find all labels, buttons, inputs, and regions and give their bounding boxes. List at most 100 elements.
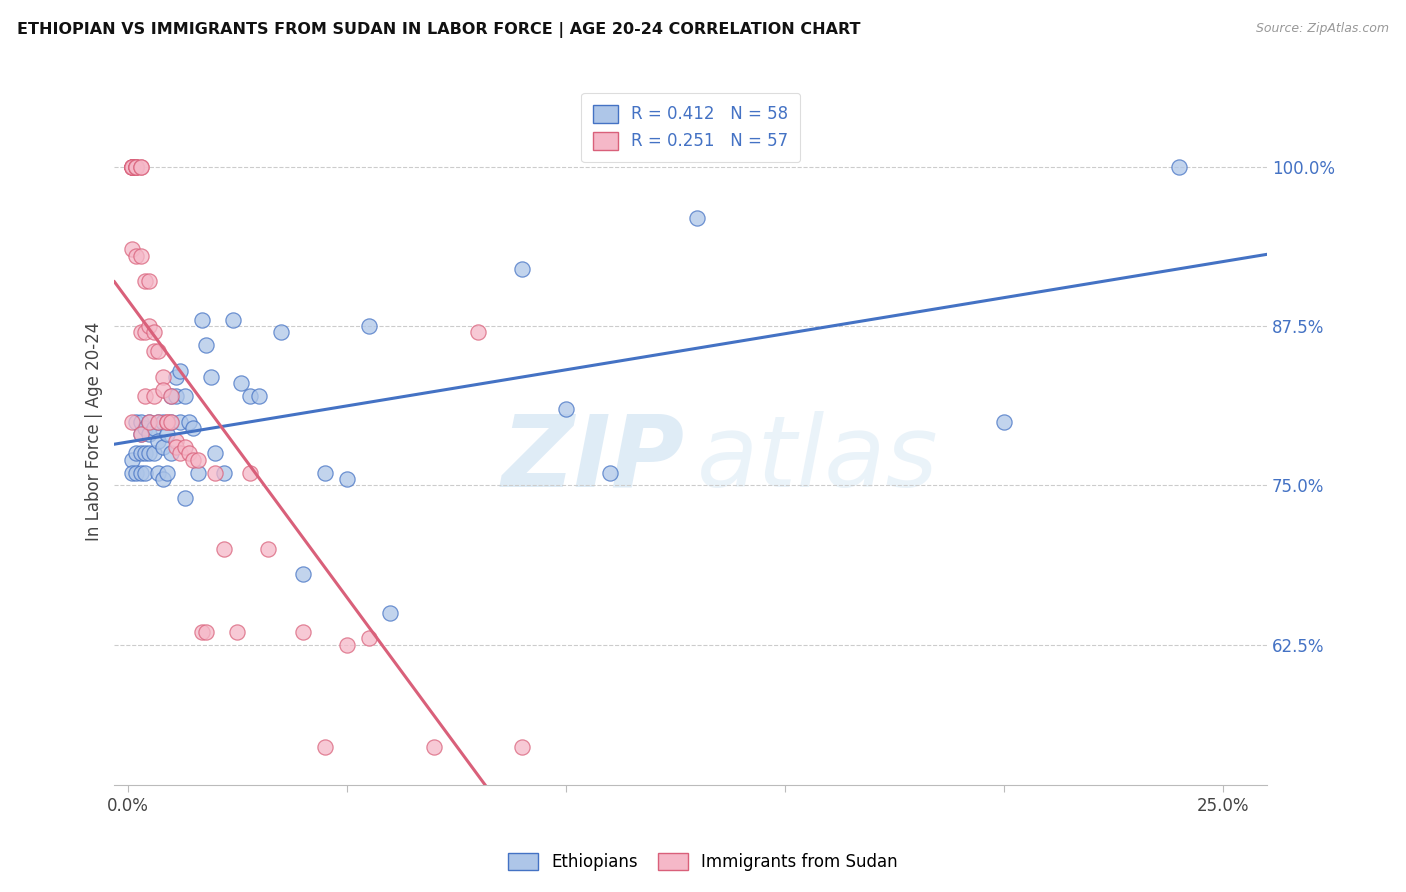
Y-axis label: In Labor Force | Age 20-24: In Labor Force | Age 20-24 [86, 321, 103, 541]
Point [134, 274, 156, 288]
Point [177, 446, 200, 460]
Point [160, 389, 183, 403]
Point [222, 312, 245, 326]
Point [191, 312, 214, 326]
Point [1168, 160, 1191, 174]
Point [142, 389, 165, 403]
Point [138, 427, 160, 442]
Point [125, 466, 148, 480]
Point [156, 415, 179, 429]
Point [173, 440, 195, 454]
Point [156, 427, 179, 442]
Point [270, 326, 292, 340]
Point [165, 434, 187, 448]
Point [357, 631, 380, 645]
Point [231, 376, 253, 391]
Point [125, 160, 148, 174]
Point [121, 160, 143, 174]
Point [125, 160, 148, 174]
Point [510, 739, 533, 754]
Point [125, 249, 148, 263]
Point [204, 466, 226, 480]
Text: atlas: atlas [696, 411, 938, 508]
Point [129, 427, 152, 442]
Point [993, 415, 1015, 429]
Legend: Ethiopians, Immigrants from Sudan: Ethiopians, Immigrants from Sudan [499, 845, 907, 880]
Point [160, 446, 183, 460]
Point [191, 624, 214, 639]
Point [125, 415, 148, 429]
Point [200, 370, 222, 384]
Point [138, 318, 160, 333]
Point [160, 415, 183, 429]
Point [121, 160, 143, 174]
Point [212, 466, 235, 480]
Point [129, 466, 152, 480]
Point [256, 541, 278, 556]
Point [187, 466, 209, 480]
Point [177, 415, 200, 429]
Point [181, 452, 204, 467]
Point [121, 160, 143, 174]
Point [169, 363, 191, 377]
Point [554, 401, 576, 416]
Point [380, 606, 402, 620]
Point [169, 415, 191, 429]
Point [336, 638, 359, 652]
Point [195, 338, 218, 352]
Point [134, 389, 156, 403]
Point [314, 739, 336, 754]
Point [121, 160, 143, 174]
Point [169, 446, 191, 460]
Point [686, 211, 709, 225]
Point [239, 466, 262, 480]
Point [148, 415, 170, 429]
Point [121, 243, 143, 257]
Point [336, 472, 359, 486]
Point [129, 427, 152, 442]
Point [138, 415, 160, 429]
Point [138, 446, 160, 460]
Point [121, 415, 143, 429]
Text: Source: ZipAtlas.com: Source: ZipAtlas.com [1256, 22, 1389, 36]
Point [129, 160, 152, 174]
Point [160, 415, 183, 429]
Point [148, 434, 170, 448]
Point [165, 440, 187, 454]
Point [160, 389, 183, 403]
Point [121, 160, 143, 174]
Point [291, 624, 314, 639]
Point [247, 389, 270, 403]
Point [134, 446, 156, 460]
Point [152, 440, 174, 454]
Point [134, 326, 156, 340]
Point [148, 415, 170, 429]
Point [142, 446, 165, 460]
Point [129, 415, 152, 429]
Point [187, 452, 209, 467]
Point [142, 326, 165, 340]
Point [599, 466, 621, 480]
Point [138, 274, 160, 288]
Text: ETHIOPIAN VS IMMIGRANTS FROM SUDAN IN LABOR FORCE | AGE 20-24 CORRELATION CHART: ETHIOPIAN VS IMMIGRANTS FROM SUDAN IN LA… [17, 22, 860, 38]
Point [125, 446, 148, 460]
Point [152, 383, 174, 397]
Point [291, 567, 314, 582]
Point [510, 261, 533, 276]
Point [129, 326, 152, 340]
Point [148, 466, 170, 480]
Point [129, 446, 152, 460]
Point [152, 415, 174, 429]
Text: ZIP: ZIP [502, 411, 685, 508]
Point [239, 389, 262, 403]
Point [357, 318, 380, 333]
Point [165, 370, 187, 384]
Point [181, 421, 204, 435]
Point [121, 466, 143, 480]
Point [138, 415, 160, 429]
Legend: R = 0.412   N = 58, R = 0.251   N = 57: R = 0.412 N = 58, R = 0.251 N = 57 [581, 93, 800, 161]
Point [129, 249, 152, 263]
Point [173, 389, 195, 403]
Point [152, 370, 174, 384]
Point [152, 472, 174, 486]
